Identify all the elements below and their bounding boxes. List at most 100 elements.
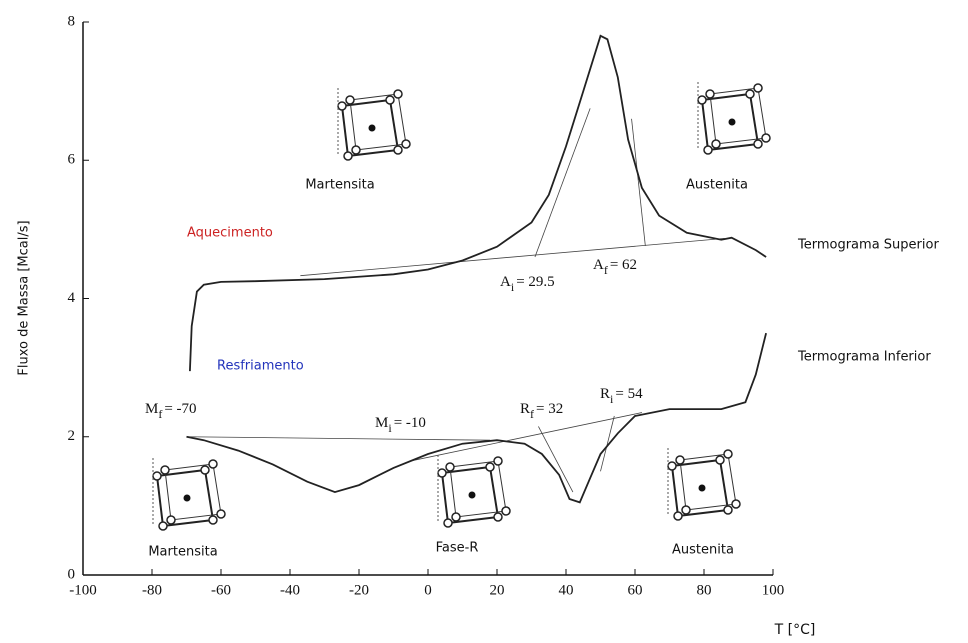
crystal-icon: [337, 88, 411, 161]
series-label: Termograma Superior: [797, 238, 939, 253]
crystal-icon: [697, 82, 771, 155]
x-tick-label: -100: [69, 582, 97, 598]
atom: [158, 521, 168, 531]
atom: [160, 465, 170, 475]
tangent-line: [534, 108, 591, 258]
phase-label: Austenita: [672, 543, 734, 558]
annotation: Ai = 29.5: [500, 274, 555, 293]
tangent-line: [538, 426, 574, 493]
atom: [208, 515, 218, 525]
phase-label: Fase-R: [436, 541, 479, 556]
atom: [351, 145, 361, 155]
x-tick-label: -80: [142, 582, 162, 598]
annotation: Ri = 54: [600, 386, 643, 405]
atom: [715, 455, 725, 465]
crystal-icon: [152, 458, 226, 531]
atom: [208, 459, 218, 469]
x-tick-label: 100: [762, 582, 785, 598]
atom-center: [728, 118, 736, 126]
phase-label: Martensita: [305, 178, 374, 193]
y-tick-label: 8: [68, 13, 76, 29]
annotation-label: = 29.5: [516, 274, 554, 290]
atom: [723, 449, 733, 459]
atom-center: [698, 484, 706, 492]
atom: [337, 101, 347, 111]
atom: [216, 509, 226, 519]
atom-center: [183, 494, 191, 502]
atom: [451, 512, 461, 522]
atom: [673, 511, 683, 521]
annotation-symbol: M: [375, 415, 388, 431]
annotation: Rf = 32: [520, 401, 563, 420]
atom-center: [368, 124, 376, 132]
process-label: Resfriamento: [217, 359, 304, 374]
y-axis-label: Fluxo de Massa [Mcal/s]: [17, 220, 32, 375]
tangent-line: [600, 415, 615, 472]
atom: [345, 95, 355, 105]
atom: [443, 518, 453, 528]
atom: [697, 95, 707, 105]
tangent-line: [186, 436, 491, 441]
annotation-symbol: A: [593, 257, 604, 273]
tangent-line: [300, 237, 725, 277]
atom: [731, 499, 741, 509]
phase-label: Martensita: [148, 545, 217, 560]
atom: [723, 505, 733, 515]
atom-center: [468, 491, 476, 499]
annotation-symbol: R: [600, 386, 610, 402]
x-tick-label: 0: [424, 582, 432, 598]
annotation-subscript: f: [158, 407, 162, 421]
atom: [401, 139, 411, 149]
annotation-label: = 54: [615, 386, 643, 402]
annotation-symbol: R: [520, 401, 530, 417]
annotation-subscript: i: [610, 392, 614, 406]
atom: [753, 139, 763, 149]
atom: [485, 462, 495, 472]
atom: [493, 456, 503, 466]
annotation-symbol: M: [145, 401, 158, 417]
atom: [493, 512, 503, 522]
annotation-label: = -70: [164, 401, 196, 417]
annotation-subscript: i: [511, 280, 515, 294]
crystal-icon: [437, 455, 511, 528]
x-tick-label: -20: [349, 582, 369, 598]
atom: [166, 515, 176, 525]
atom: [675, 455, 685, 465]
tangent-line: [631, 118, 646, 247]
atom: [681, 505, 691, 515]
atom: [152, 471, 162, 481]
annotation-symbol: A: [500, 274, 511, 290]
x-tick-label: -60: [211, 582, 231, 598]
annotation-subscript: f: [530, 407, 534, 421]
atom: [753, 83, 763, 93]
thermogram-line: [186, 332, 767, 504]
process-label: Aquecimento: [187, 226, 273, 241]
x-tick-label: -40: [280, 582, 300, 598]
x-tick-label: 80: [697, 582, 712, 598]
atom: [445, 462, 455, 472]
atom: [761, 133, 771, 143]
series-label: Termograma Inferior: [797, 350, 931, 365]
atom: [745, 89, 755, 99]
thermogram-line: [189, 34, 767, 372]
atom: [437, 468, 447, 478]
x-axis-label: T [°C]: [774, 622, 816, 638]
annotation-subscript: f: [604, 263, 608, 277]
atom: [393, 145, 403, 155]
tangent-line: [410, 412, 642, 462]
annotation-label: = 62: [610, 257, 637, 273]
phase-label: Austenita: [686, 178, 748, 193]
annotation: Af = 62: [593, 257, 637, 276]
atom: [343, 151, 353, 161]
x-tick-label: 60: [628, 582, 643, 598]
crystal-icon: [667, 448, 741, 521]
annotation-label: = 32: [536, 401, 563, 417]
annotation: Mi = -10: [375, 415, 426, 434]
x-tick-label: 20: [490, 582, 505, 598]
atom: [501, 506, 511, 516]
atom: [703, 145, 713, 155]
annotation: Mf = -70: [145, 401, 197, 420]
y-tick-label: 4: [68, 290, 76, 306]
y-tick-label: 2: [68, 428, 76, 444]
